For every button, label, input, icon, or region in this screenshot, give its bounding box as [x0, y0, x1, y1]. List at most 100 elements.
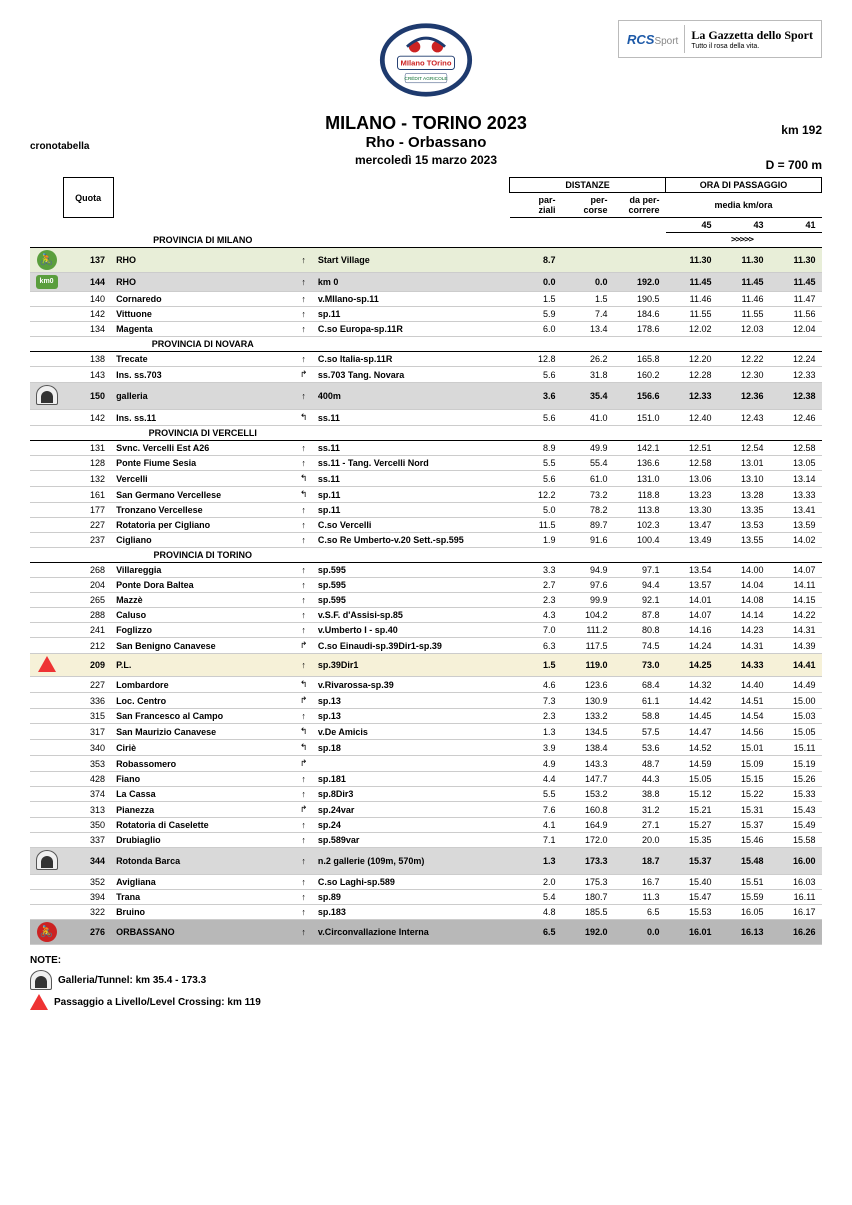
cell-t41: 15.05: [769, 724, 821, 740]
cell-direction: ↱: [292, 693, 314, 709]
cell-road: v.Circonvallazione Interna: [315, 920, 510, 945]
cell-t41: 14.02: [769, 533, 821, 548]
start-icon: 🚴: [37, 250, 57, 270]
cell-parziali: 8.7: [510, 248, 562, 273]
table-row: 177Tronzano Vercellese↑sp.115.078.2113.8…: [30, 503, 822, 518]
cell-t41: 15.19: [769, 756, 821, 772]
cell-percorse: 26.2: [562, 352, 614, 367]
table-row: 288Caluso↑v.S.F. d'Assisi-sp.854.3104.28…: [30, 608, 822, 623]
cell-quota: 138: [63, 352, 113, 367]
cell-t45: 14.47: [666, 724, 718, 740]
cell-quota: 322: [63, 905, 113, 920]
cell-t43: 15.37: [718, 818, 770, 833]
cell-t41: 12.46: [769, 410, 821, 426]
cell-location: Rotatoria per Cigliano: [113, 518, 292, 533]
cell-road: sp.39Dir1: [315, 654, 510, 677]
cell-road: ss.11: [315, 410, 510, 426]
cell-t43: 14.56: [718, 724, 770, 740]
cell-parziali: 0.0: [510, 273, 562, 292]
cell-quota: 140: [63, 292, 113, 307]
cell-t41: 11.56: [769, 307, 821, 322]
title-block: cronotabella km 192 D = 700 m MILANO - T…: [30, 113, 822, 167]
cell-location: Mazzè: [113, 593, 292, 608]
table-row: 336Loc. Centro↱sp.137.3130.961.114.4214.…: [30, 693, 822, 709]
cell-parziali: 3.3: [510, 563, 562, 578]
cell-t43: 13.55: [718, 533, 770, 548]
table-row: 142Vittuone↑sp.115.97.4184.611.5511.5511…: [30, 307, 822, 322]
cell-location: ORBASSANO: [113, 920, 292, 945]
cell-parziali: 1.3: [510, 724, 562, 740]
cell-parziali: 4.9: [510, 756, 562, 772]
cell-t43: 13.01: [718, 456, 770, 471]
col-media: media km/ora: [666, 193, 822, 218]
cell-t41: 11.30: [769, 248, 821, 273]
cell-location: Trecate: [113, 352, 292, 367]
cell-t41: 15.33: [769, 787, 821, 802]
col-dapercorrere: da per- correre: [614, 193, 666, 218]
cell-road: sp.589var: [315, 833, 510, 848]
cell-quota: 128: [63, 456, 113, 471]
table-row: 204Ponte Dora Baltea↑sp.5952.797.694.413…: [30, 578, 822, 593]
cell-quota: 350: [63, 818, 113, 833]
cell-location: San Maurizio Canavese: [113, 724, 292, 740]
cell-direction: ↑: [292, 292, 314, 307]
cell-t41: 15.43: [769, 802, 821, 818]
sponsor-tagline: Tutto il rosa della vita.: [691, 43, 813, 50]
cell-dapercorrere: 61.1: [614, 693, 666, 709]
cell-percorse: 180.7: [562, 890, 614, 905]
cell-percorse: 143.3: [562, 756, 614, 772]
cell-road: v.Umberto I - sp.40: [315, 623, 510, 638]
cell-quota: 142: [63, 410, 113, 426]
cell-quota: 144: [63, 273, 113, 292]
cell-direction: ↑: [292, 518, 314, 533]
cell-dapercorrere: 190.5: [614, 292, 666, 307]
cell-direction: ↑: [292, 623, 314, 638]
cell-road: sp.13: [315, 709, 510, 724]
table-row: 268Villareggia↑sp.5953.394.997.113.5414.…: [30, 563, 822, 578]
cell-quota: 340: [63, 740, 113, 756]
cell-t41: 11.47: [769, 292, 821, 307]
race-subtitle: Rho - Orbassano: [30, 134, 822, 151]
cell-parziali: 4.6: [510, 677, 562, 693]
cell-location: Ins. ss.703: [113, 367, 292, 383]
cell-percorse: 41.0: [562, 410, 614, 426]
cell-percorse: 123.6: [562, 677, 614, 693]
table-row: 140Cornaredo↑v.MIlano-sp.111.51.5190.511…: [30, 292, 822, 307]
cell-t41: 16.26: [769, 920, 821, 945]
cell-t43: 14.23: [718, 623, 770, 638]
cell-direction: ↑: [292, 563, 314, 578]
cell-road: C.so Vercelli: [315, 518, 510, 533]
cell-percorse: 111.2: [562, 623, 614, 638]
cell-location: Caluso: [113, 608, 292, 623]
table-row: 🚴137RHO↑Start Village8.711.3011.3011.30: [30, 248, 822, 273]
cell-percorse: 94.9: [562, 563, 614, 578]
race-date: mercoledì 15 marzo 2023: [30, 153, 822, 167]
cell-t45: 15.05: [666, 772, 718, 787]
cell-direction: ↑: [292, 833, 314, 848]
cell-percorse: 133.2: [562, 709, 614, 724]
table-row: 237Cigliano↑C.so Re Umberto-v.20 Sett.-s…: [30, 533, 822, 548]
cell-road: v.De Amicis: [315, 724, 510, 740]
cell-t41: 13.05: [769, 456, 821, 471]
cell-parziali: 2.3: [510, 709, 562, 724]
header-row: MIlano TOrino CRÉDIT AGRICOLE RCSSport L…: [30, 20, 822, 58]
cell-dapercorrere: 87.8: [614, 608, 666, 623]
cell-t45: 13.06: [666, 471, 718, 487]
cell-quota: 204: [63, 578, 113, 593]
cell-location: Trana: [113, 890, 292, 905]
table-row: 131Svnc. Vercelli Est A26↑ss.118.949.914…: [30, 441, 822, 456]
cell-road: sp.595: [315, 563, 510, 578]
cell-location: Rotonda Barca: [113, 848, 292, 875]
cell-t45: 12.02: [666, 322, 718, 337]
cell-t45: 14.25: [666, 654, 718, 677]
cell-road: sp.18: [315, 740, 510, 756]
cell-t41: 14.15: [769, 593, 821, 608]
cell-location: Ins. ss.11: [113, 410, 292, 426]
cell-direction: ↑: [292, 905, 314, 920]
cell-direction: ↑: [292, 248, 314, 273]
cell-road: sp.595: [315, 593, 510, 608]
cell-percorse: 0.0: [562, 273, 614, 292]
cell-t43: 13.35: [718, 503, 770, 518]
cell-dapercorrere: 38.8: [614, 787, 666, 802]
cell-location: Drubiaglio: [113, 833, 292, 848]
